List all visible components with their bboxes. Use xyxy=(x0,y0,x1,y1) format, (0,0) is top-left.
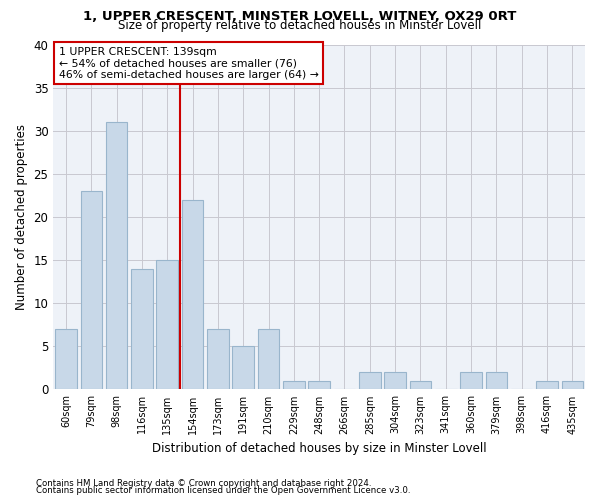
Bar xyxy=(308,381,330,390)
Bar xyxy=(207,329,229,390)
Bar xyxy=(258,329,279,390)
Text: Contains public sector information licensed under the Open Government Licence v3: Contains public sector information licen… xyxy=(36,486,410,495)
Bar xyxy=(536,381,558,390)
Bar xyxy=(460,372,482,390)
Bar xyxy=(485,372,507,390)
Bar xyxy=(157,260,178,390)
Y-axis label: Number of detached properties: Number of detached properties xyxy=(15,124,28,310)
Bar xyxy=(283,381,305,390)
Bar xyxy=(385,372,406,390)
Bar xyxy=(55,329,77,390)
X-axis label: Distribution of detached houses by size in Minster Lovell: Distribution of detached houses by size … xyxy=(152,442,487,455)
Bar xyxy=(131,269,152,390)
Text: 1 UPPER CRESCENT: 139sqm
← 54% of detached houses are smaller (76)
46% of semi-d: 1 UPPER CRESCENT: 139sqm ← 54% of detach… xyxy=(59,46,319,80)
Bar xyxy=(562,381,583,390)
Bar xyxy=(232,346,254,390)
Text: 1, UPPER CRESCENT, MINSTER LOVELL, WITNEY, OX29 0RT: 1, UPPER CRESCENT, MINSTER LOVELL, WITNE… xyxy=(83,10,517,23)
Bar xyxy=(106,122,127,390)
Bar xyxy=(80,192,102,390)
Bar xyxy=(359,372,380,390)
Bar xyxy=(182,200,203,390)
Bar xyxy=(410,381,431,390)
Text: Contains HM Land Registry data © Crown copyright and database right 2024.: Contains HM Land Registry data © Crown c… xyxy=(36,478,371,488)
Text: Size of property relative to detached houses in Minster Lovell: Size of property relative to detached ho… xyxy=(118,19,482,32)
